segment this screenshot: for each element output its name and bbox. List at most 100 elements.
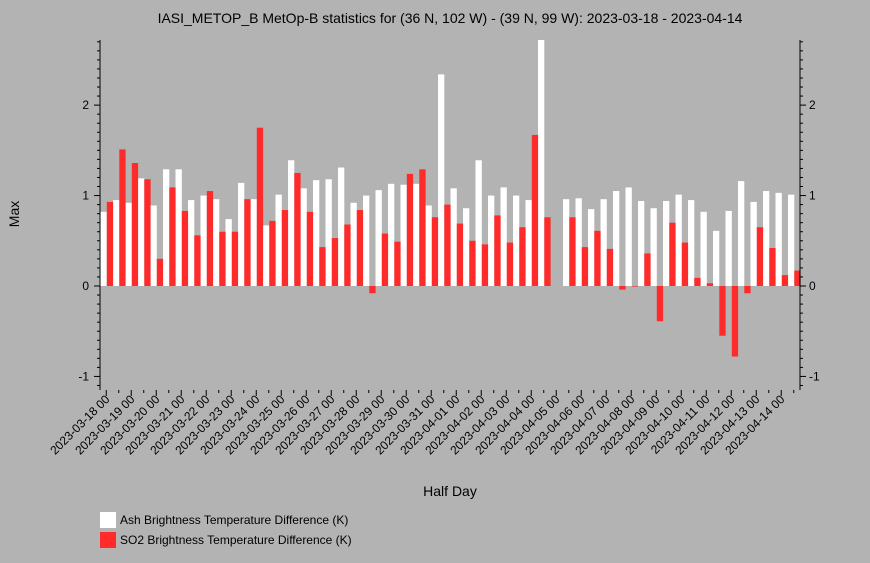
bar-so2: [756, 227, 764, 286]
bar-so2: [356, 210, 364, 286]
bar-so2: [694, 277, 701, 286]
bar-ash: [288, 160, 295, 286]
bar-so2: [706, 283, 714, 286]
bar-so2: [531, 134, 539, 286]
bar-so2: [656, 285, 664, 322]
legend-swatch-so2: [100, 532, 116, 548]
bar-so2: [369, 285, 376, 294]
bar-ash: [300, 188, 307, 286]
bar-ash: [613, 191, 620, 286]
y-tick-label-left: 0: [82, 279, 89, 293]
bar-ash: [100, 211, 107, 286]
bar-so2: [519, 227, 526, 286]
bar-so2: [106, 201, 114, 286]
y-tick-label-right: 2: [809, 98, 816, 112]
bar-ash: [338, 167, 345, 286]
legend-swatch-ash: [100, 512, 116, 528]
bar-so2: [294, 172, 301, 286]
bar-so2: [594, 230, 601, 286]
bar-ash: [638, 200, 645, 286]
bar-ash: [488, 195, 495, 286]
y-tick-label-right: -1: [809, 369, 820, 383]
y-tick-label-right: 1: [809, 189, 816, 203]
y-tick-label-right: 0: [809, 279, 816, 293]
bar-so2: [769, 248, 776, 286]
bar-ash: [213, 199, 220, 286]
y-tick-label-left: -1: [78, 369, 89, 383]
bar-so2: [319, 247, 326, 286]
bar-ash: [275, 194, 282, 286]
y-tick-label-left: 1: [82, 189, 89, 203]
bar-so2: [194, 235, 201, 286]
bar-so2: [406, 173, 414, 286]
bar-so2: [631, 285, 639, 287]
bar-so2: [444, 204, 451, 286]
bar-ash: [788, 194, 795, 286]
bar-so2: [506, 242, 514, 286]
bar-ash: [125, 202, 132, 286]
bar-ash: [688, 200, 695, 286]
bar-so2: [331, 238, 339, 286]
bar-ash: [138, 178, 145, 286]
bar-ash: [413, 183, 420, 286]
bar-so2: [156, 258, 164, 286]
bar-ash: [188, 200, 195, 286]
bar-so2: [219, 231, 226, 286]
bar-ash: [475, 160, 482, 286]
bar-so2: [419, 169, 426, 286]
legend-label-so2: SO2 Brightness Temperature Difference (K…: [120, 533, 352, 547]
bar-so2: [144, 179, 151, 286]
bar-ash: [563, 199, 570, 286]
bar-so2: [681, 242, 689, 286]
bar-so2: [344, 224, 351, 286]
bar-so2: [119, 149, 126, 286]
bar-so2: [456, 223, 464, 286]
bar-so2: [781, 275, 789, 286]
bar-ash: [675, 194, 682, 286]
bar-ash: [175, 169, 182, 286]
bar-ash: [238, 182, 245, 286]
bar-ash: [725, 210, 732, 286]
bar-so2: [131, 163, 139, 286]
bar-so2: [794, 270, 801, 286]
bar-ash: [713, 230, 720, 286]
chart-title: IASI_METOP_B MetOp-B statistics for (36 …: [158, 10, 743, 26]
bar-so2: [731, 285, 739, 357]
bar-so2: [469, 240, 476, 286]
bar-so2: [606, 248, 614, 286]
bar-so2: [181, 210, 189, 286]
bar-ash: [263, 225, 270, 286]
bars-group: [100, 40, 801, 357]
bar-ash: [600, 199, 607, 286]
bar-so2: [306, 211, 314, 286]
bar-ash: [425, 205, 432, 286]
bar-ash: [450, 188, 457, 286]
bar-ash: [350, 202, 357, 286]
bar-ash: [200, 195, 207, 286]
bar-ash: [538, 40, 545, 286]
y-axis-label: Max: [6, 201, 22, 227]
bar-ash: [625, 187, 632, 286]
bar-so2: [431, 217, 439, 286]
bar-ash: [388, 183, 395, 286]
bar-so2: [619, 285, 626, 290]
bar-so2: [644, 253, 651, 286]
bar-ash: [313, 180, 320, 286]
bar-so2: [269, 220, 276, 286]
bar-ash: [163, 169, 170, 286]
bar-ash: [763, 191, 770, 286]
bar-so2: [581, 247, 589, 286]
bar-ash: [438, 74, 445, 287]
bar-so2: [744, 285, 751, 294]
bar-ash: [738, 181, 745, 286]
bar-ash: [513, 195, 520, 286]
legend-label-ash: Ash Brightness Temperature Difference (K…: [120, 513, 348, 527]
bar-so2: [244, 199, 251, 286]
bar-ash: [700, 211, 707, 286]
bar-ash: [113, 200, 120, 286]
bar-so2: [231, 231, 239, 286]
bar-ash: [775, 192, 782, 286]
bar-ash: [250, 199, 257, 286]
bar-so2: [481, 244, 489, 286]
bar-so2: [544, 217, 551, 286]
